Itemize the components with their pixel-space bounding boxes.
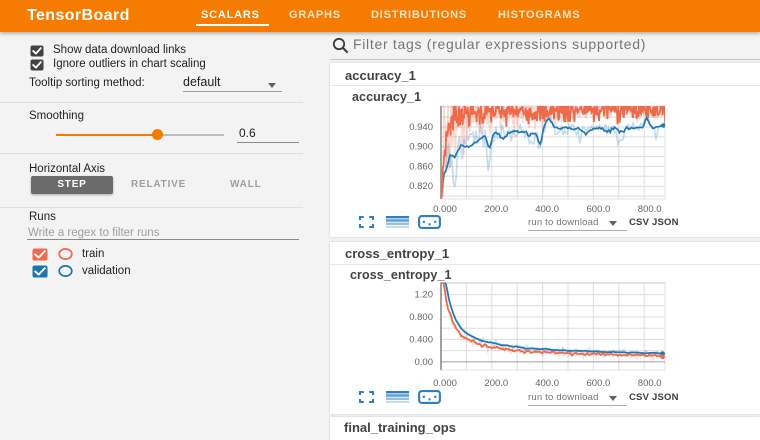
svg-text:0.900: 0.900	[409, 142, 433, 153]
svg-text:200.0: 200.0	[484, 378, 508, 389]
svg-text:0.820: 0.820	[409, 181, 433, 192]
svg-text:800.0: 800.0	[638, 204, 662, 215]
svg-text:0.860: 0.860	[409, 162, 433, 173]
svg-text:0.00: 0.00	[415, 357, 434, 368]
svg-text:0.940: 0.940	[409, 122, 433, 133]
svg-text:0.000: 0.000	[433, 378, 457, 389]
svg-text:0.800: 0.800	[409, 312, 433, 323]
svg-text:400.0: 400.0	[535, 378, 559, 389]
svg-text:1.20: 1.20	[415, 290, 434, 301]
svg-text:0.000: 0.000	[433, 204, 457, 215]
svg-text:0.400: 0.400	[409, 334, 433, 345]
svg-text:600.0: 600.0	[587, 204, 611, 215]
svg-text:800.0: 800.0	[638, 378, 662, 389]
svg-text:400.0: 400.0	[535, 204, 559, 215]
svg-text:200.0: 200.0	[484, 204, 508, 215]
svg-text:600.0: 600.0	[587, 378, 611, 389]
